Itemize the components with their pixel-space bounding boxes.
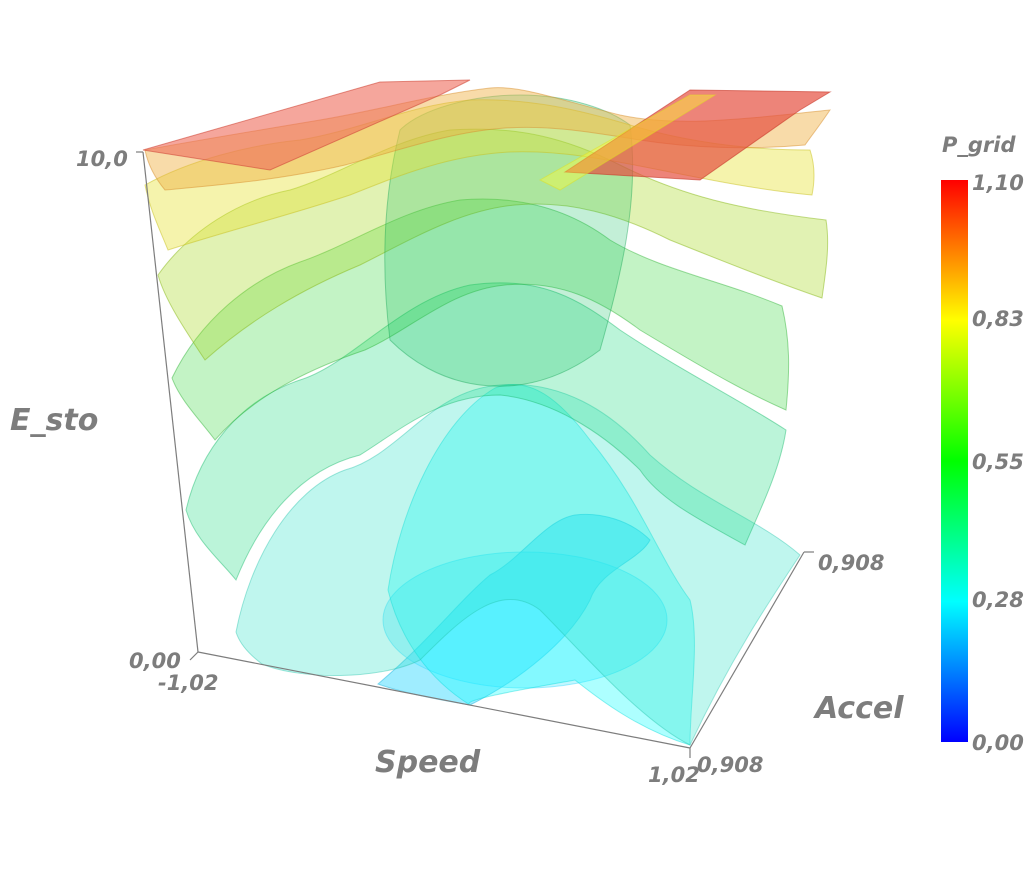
colorbar-gradient [941,180,968,742]
x-axis-tick-start [189,651,199,661]
colorbar-tick-label: 0,28 [972,588,1024,612]
isosurface-level-5 [185,282,787,581]
x-tick-min: -1,02 [158,671,219,695]
colorbar-tick-label: 0,00 [972,731,1024,755]
axes-frame [136,151,814,758]
y-axis-title: Accel [813,691,904,726]
x-axis-line [197,651,691,749]
isosurface-level-11-left [142,79,471,171]
z-axis-line [142,151,199,653]
isosurface-level-11-right [563,89,832,181]
isosurface-level-4 [235,383,801,746]
isosurface-level-1 [377,513,651,706]
y-axis-line [689,551,805,749]
isosurface-level-3 [387,384,695,746]
colorbar-tick-label: 1,10 [972,171,1024,195]
z-tick-max: 10,0 [76,147,128,171]
x-axis-title: Speed [375,745,481,780]
y-tick-near: 0,908 [697,753,763,777]
isosurfaces [142,79,832,746]
colorbar: P_grid 0,00 0,28 0,55 0,83 1,10 [941,133,1024,755]
x-tick-max: 1,02 [648,763,700,787]
isosurface-level-6 [171,198,790,441]
isosurface-level-7 [157,128,829,361]
isosurface-level-9-right [538,94,717,191]
y-tick-far: 0,908 [818,551,884,575]
isosurface-level-2 [382,551,668,689]
z-tick-min: 0,00 [129,649,181,673]
colorbar-tick-label: 0,55 [972,450,1024,474]
colorbar-title: P_grid [942,133,1016,157]
z-axis-title: E_sto [10,403,98,438]
colorbar-tick-label: 0,83 [972,307,1024,331]
